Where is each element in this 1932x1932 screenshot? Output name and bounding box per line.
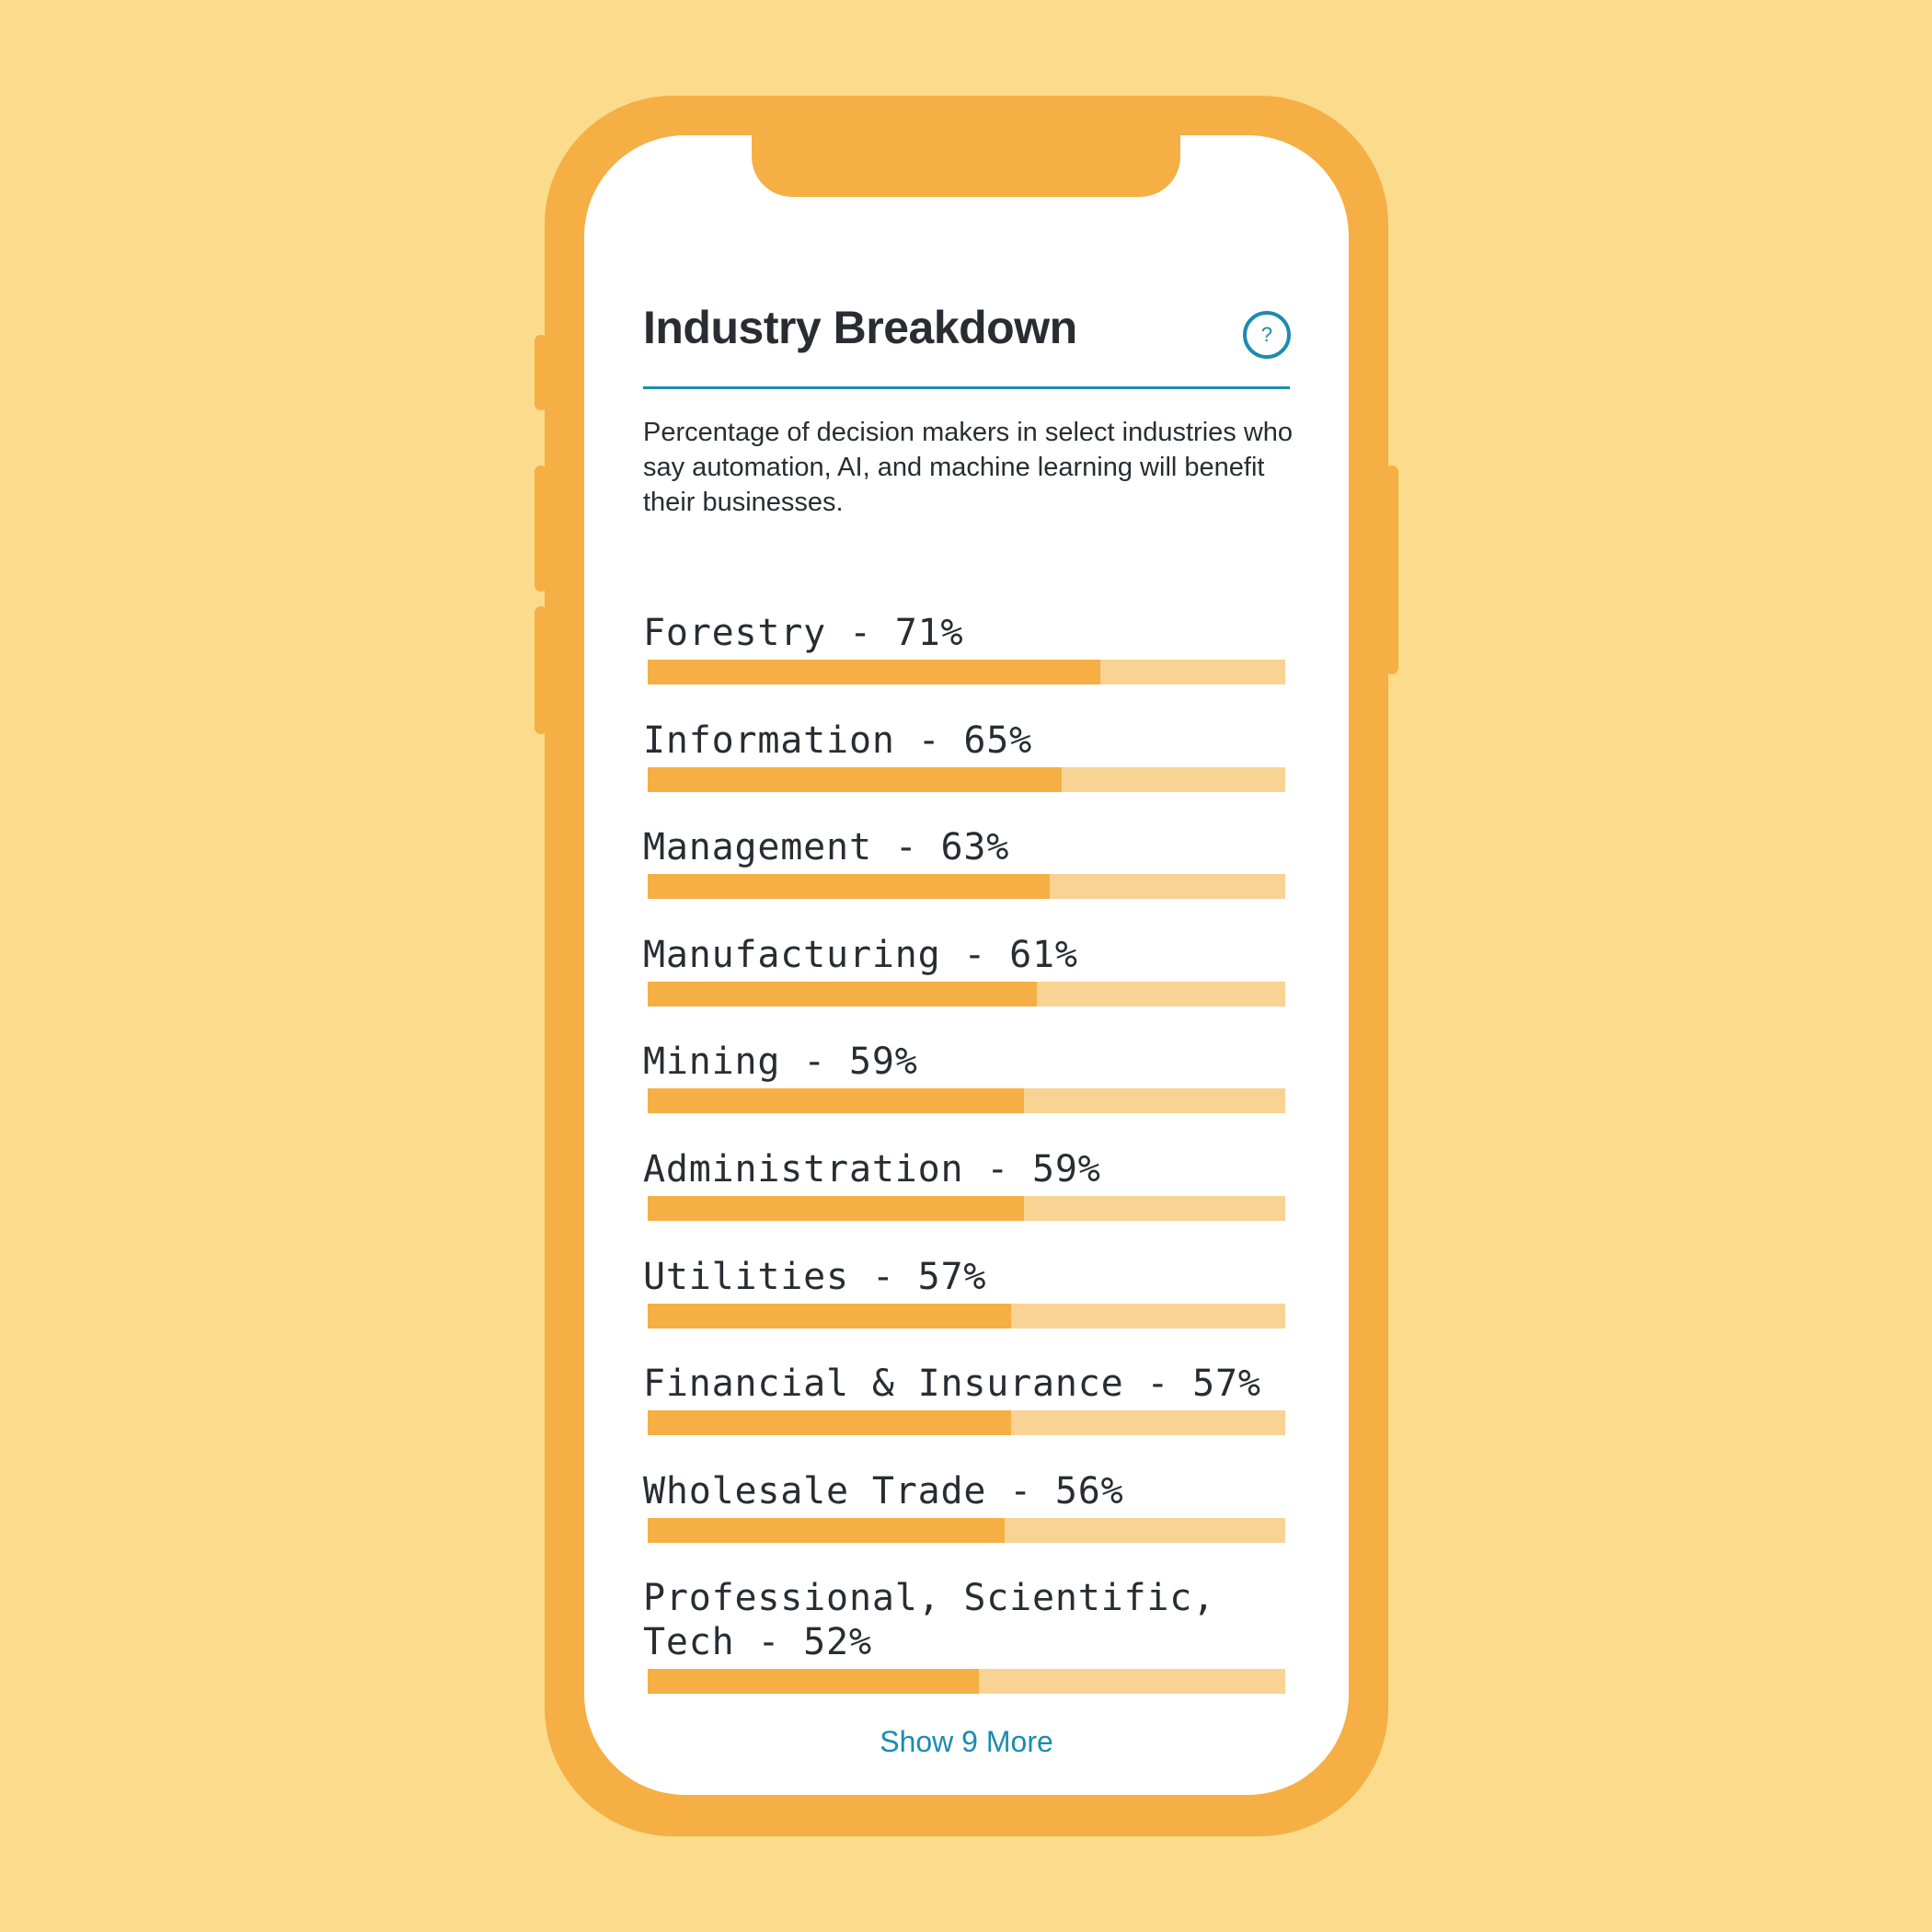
industry-row: Mining - 59% — [643, 1040, 1292, 1114]
phone-screen: Industry Breakdown ? Percentage of decis… — [584, 135, 1349, 1795]
bar-fill — [648, 766, 1063, 792]
bar-fill — [648, 1410, 1011, 1436]
bar-fill — [648, 874, 1050, 900]
bar-track — [648, 766, 1285, 792]
phone-notch — [752, 135, 1180, 197]
question-circle-icon[interactable]: ? — [1243, 311, 1291, 359]
phone-power-button — [1386, 466, 1398, 674]
bar-fill — [648, 1195, 1024, 1221]
industry-label: Forestry - 71% — [643, 612, 964, 654]
industry-label: Utilities - 57% — [643, 1255, 987, 1298]
bar-track — [648, 1195, 1285, 1221]
industry-row: Manufacturing - 61% — [643, 933, 1292, 1006]
phone-side-button — [535, 606, 547, 734]
phone-side-button — [535, 335, 547, 410]
bar-fill — [648, 1088, 1024, 1114]
bar-track — [648, 1088, 1285, 1114]
phone-side-button — [535, 466, 547, 592]
industry-row: Information - 65% — [643, 719, 1292, 792]
industry-label: Wholesale Trade - 56% — [643, 1469, 1124, 1512]
industry-label: Management - 63% — [643, 826, 1010, 869]
industry-row: Financial & Insurance - 57% — [643, 1362, 1292, 1436]
bar-fill — [648, 981, 1037, 1006]
industry-row: Management - 63% — [643, 825, 1292, 900]
bar-track — [648, 874, 1285, 900]
page-title: Industry Breakdown — [643, 302, 1077, 353]
industry-label: Professional, Scientific, Tech - 52% — [643, 1577, 1216, 1664]
bar-track — [648, 660, 1285, 684]
bar-fill — [648, 660, 1101, 684]
bar-fill — [648, 1669, 980, 1695]
industry-row: Wholesale Trade - 56% — [643, 1469, 1292, 1543]
industry-row: Utilities - 57% — [643, 1255, 1292, 1328]
show-more-button[interactable]: Show 9 More — [880, 1725, 1053, 1758]
industry-bar-list: Forestry - 71% Information - 65% Managemen… — [643, 611, 1292, 1728]
industry-label: Mining - 59% — [643, 1041, 918, 1084]
bar-fill — [648, 1517, 1006, 1543]
industry-row: Administration - 59% — [643, 1147, 1292, 1221]
bar-track — [648, 1303, 1285, 1328]
title-divider — [643, 386, 1290, 389]
industry-row: Forestry - 71% — [643, 611, 1292, 684]
bar-track — [648, 1517, 1285, 1543]
bar-fill — [648, 1303, 1011, 1328]
industry-row: Professional, Scientific, Tech - 52% — [643, 1576, 1292, 1695]
description: Percentage of decision makers in select … — [643, 418, 1294, 517]
industry-label: Information - 65% — [643, 719, 1032, 762]
industry-label: Manufacturing - 61% — [643, 933, 1078, 976]
bar-track — [648, 1669, 1285, 1695]
bar-track — [648, 981, 1285, 1006]
industry-label: Administration - 59% — [643, 1147, 1101, 1190]
bar-track — [648, 1410, 1285, 1436]
industry-label: Financial & Insurance - 57% — [643, 1363, 1261, 1406]
